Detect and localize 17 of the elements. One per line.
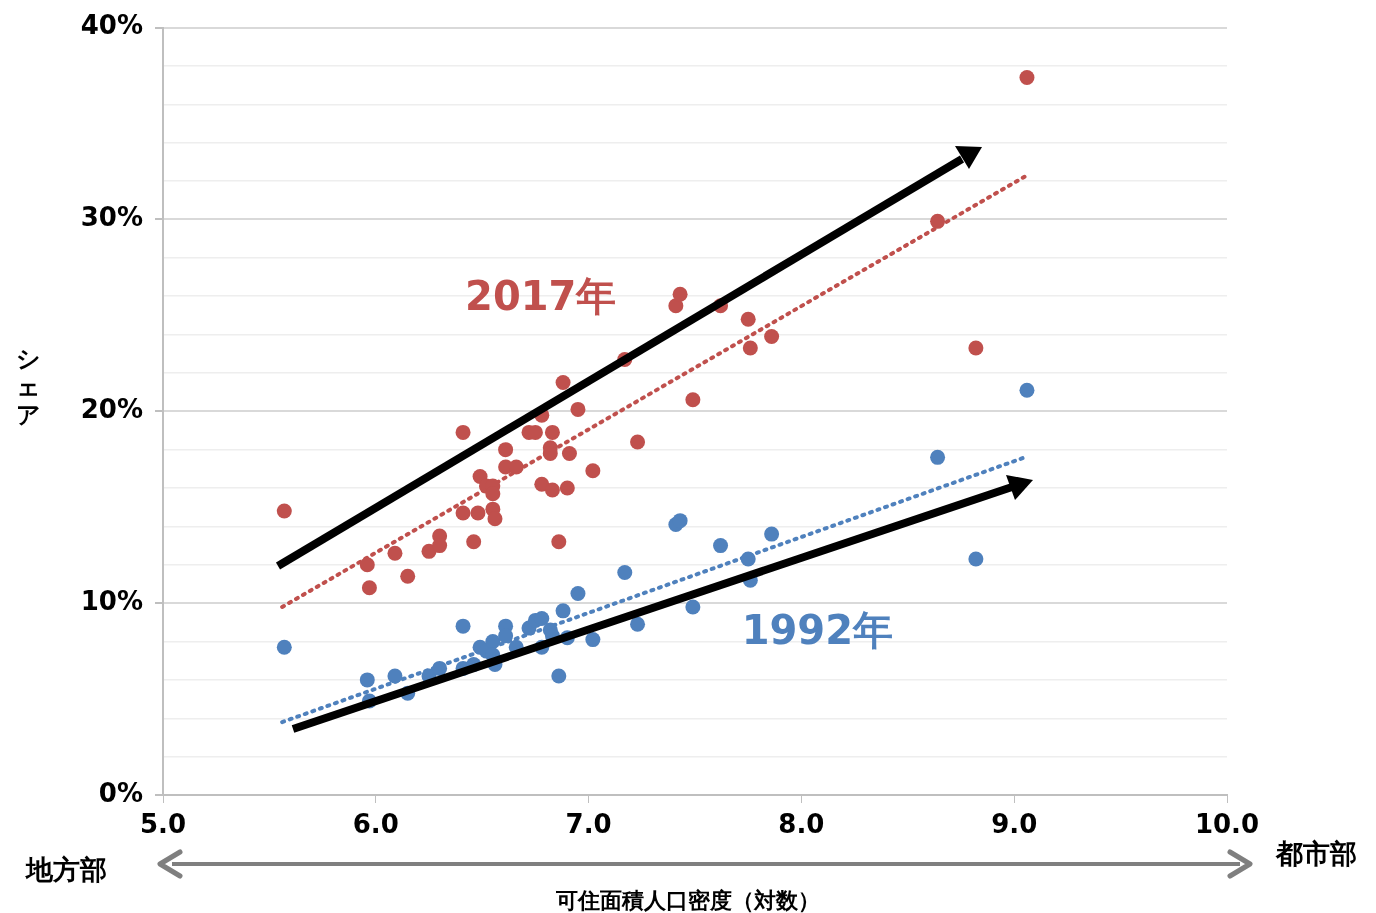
- y-tick-label: 0%: [98, 777, 143, 808]
- series-label: 1992年: [741, 607, 894, 654]
- y-tick-label: 20%: [80, 394, 143, 425]
- x-tick-label: 8.0: [778, 809, 825, 840]
- text: 地方部: [26, 853, 107, 887]
- x-tick-label: 7.0: [565, 809, 612, 840]
- y-tick-label: 30%: [80, 202, 143, 233]
- y-axis-title: シェア: [14, 345, 42, 429]
- y-tick-label: 10%: [80, 585, 143, 616]
- x-tick-label: 10.0: [1194, 809, 1260, 840]
- x-axis-title: 可住面積人口密度（対数）: [555, 887, 821, 913]
- x-tick-label: 9.0: [991, 809, 1038, 840]
- x-tick-label: 5.0: [139, 809, 187, 840]
- y-tick-label: 40%: [80, 10, 143, 41]
- text: 都市部: [1276, 837, 1357, 871]
- x-tick-label: 6.0: [352, 809, 399, 840]
- series-label: 2017年: [465, 273, 617, 320]
